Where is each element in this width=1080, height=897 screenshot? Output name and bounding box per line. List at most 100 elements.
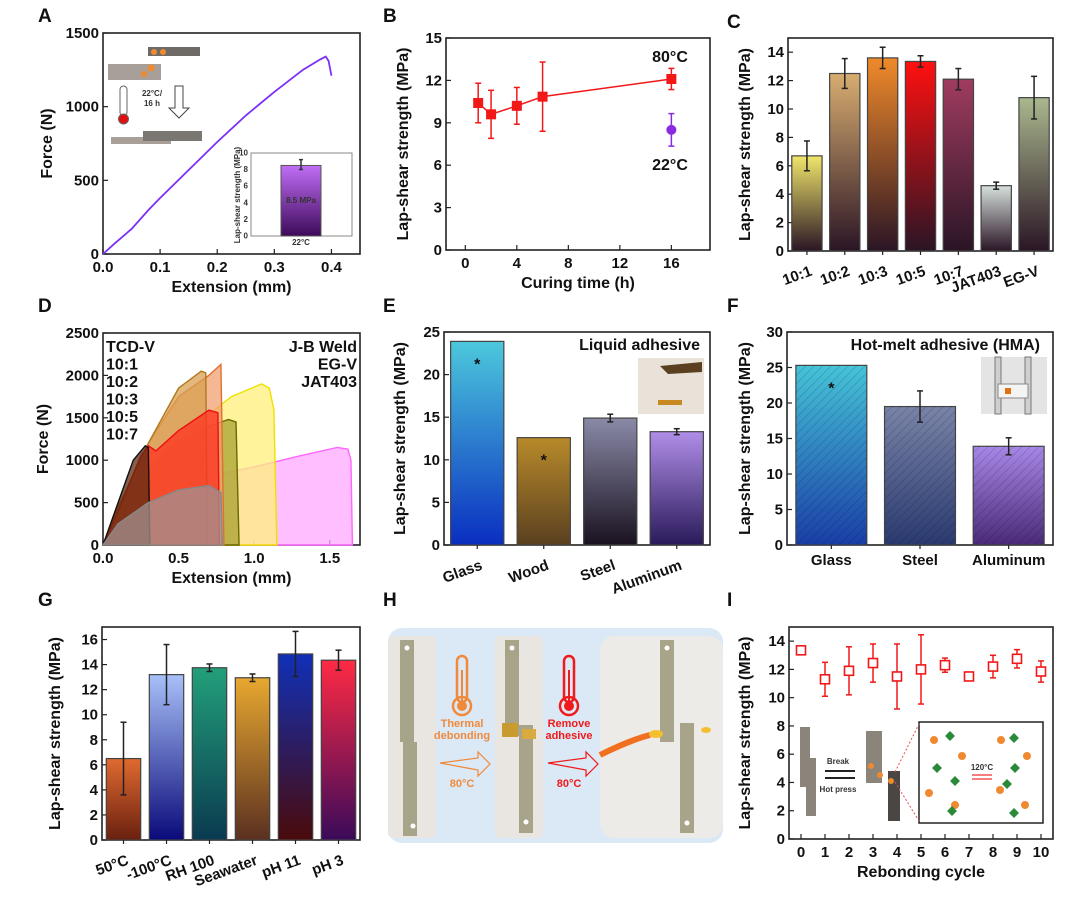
y-tick-label: 2500 xyxy=(66,325,99,342)
legend-entry: 10:7 xyxy=(106,427,138,444)
x-tick-label: 0 xyxy=(461,255,469,272)
y-tick-label: 0 xyxy=(775,537,783,554)
x-tick-label: pH 11 xyxy=(259,852,302,882)
y-tick-label: 25 xyxy=(766,360,783,377)
bar xyxy=(583,417,638,546)
y-tick-label: 6 xyxy=(777,746,785,763)
y-axis-label: Force (N) xyxy=(39,108,56,178)
x-tick-label: 12 xyxy=(612,255,629,272)
y-tick-label: 5 xyxy=(775,502,783,519)
molecule-node xyxy=(925,789,933,797)
annotation-hma: Hot-melt adhesive (HMA) xyxy=(851,337,1040,354)
y-tick-label: 12 xyxy=(767,73,784,90)
data-point xyxy=(891,671,903,682)
x-tick-label: 0.3 xyxy=(264,259,285,276)
x-tick-label: Aluminum xyxy=(609,557,684,598)
adhesive-piece xyxy=(649,730,663,738)
data-point xyxy=(819,673,831,685)
data-point xyxy=(867,657,879,669)
y-tick-label: 8 xyxy=(777,718,785,735)
thermometer-icon xyxy=(451,654,473,717)
y-tick-label: 14 xyxy=(768,633,785,650)
y-axis-label: Lap-shear strength (MPa) xyxy=(392,342,409,535)
molecule-node xyxy=(951,801,959,809)
adhesive-residue xyxy=(522,729,536,739)
strip-hole xyxy=(410,823,416,829)
adhesive-dot xyxy=(877,772,883,778)
y-tick-label: 25 xyxy=(423,324,440,341)
y-tick-label: 1000 xyxy=(66,452,99,469)
inset-y-tick-label: 6 xyxy=(244,182,249,191)
x-tick-label: 4 xyxy=(893,844,902,861)
x-tick-label: 0.0 xyxy=(93,259,114,276)
data-point xyxy=(486,109,497,120)
y-tick-label: 20 xyxy=(766,395,783,412)
y-tick-label: 10 xyxy=(766,466,783,483)
y-tick-label: 8 xyxy=(776,129,784,146)
y-axis-label: Lap-shear strength (MPa) xyxy=(737,342,754,535)
adhesive-dot xyxy=(160,49,166,55)
legend-entry: JAT403 xyxy=(301,374,357,391)
y-tick-label: 16 xyxy=(81,632,98,649)
x-tick-label: 50°C xyxy=(94,852,131,879)
y-tick-label: 2 xyxy=(90,807,98,824)
y-tick-label: 12 xyxy=(425,72,442,89)
y-tick-label: 2000 xyxy=(66,367,99,384)
x-tick-label: Wood xyxy=(506,557,551,587)
bar xyxy=(904,60,937,252)
data-point xyxy=(1011,653,1023,665)
x-tick-label: 3 xyxy=(869,844,877,861)
y-tick-label: 1500 xyxy=(66,25,99,42)
thermometer-bulb xyxy=(118,113,129,125)
break-label: Break xyxy=(827,757,850,766)
x-axis-label: Rebonding cycle xyxy=(857,864,985,881)
substrate xyxy=(866,731,882,783)
y-axis-label: Force (N) xyxy=(35,404,52,474)
double-arrow-icon xyxy=(972,774,992,780)
significance-asterisk: * xyxy=(541,453,548,470)
metal-strip xyxy=(680,723,694,833)
y-tick-label: 6 xyxy=(90,757,98,774)
panel-label-c: C xyxy=(727,12,741,33)
y-tick-label: 4 xyxy=(776,186,785,203)
legend-entry: EG-V xyxy=(318,357,357,374)
x-tick-label: 10:3 xyxy=(856,263,890,289)
bar xyxy=(516,437,571,546)
bar xyxy=(277,653,314,841)
molecule-node xyxy=(958,752,966,760)
significance-asterisk: * xyxy=(828,380,835,397)
metal-strip xyxy=(660,640,674,742)
metal-strip xyxy=(403,742,417,836)
y-tick-label: 500 xyxy=(74,495,99,512)
y-tick-label: 10 xyxy=(768,690,785,707)
adhesive-dot xyxy=(147,64,155,72)
data-point xyxy=(1035,666,1047,677)
y-tick-label: 0 xyxy=(91,246,99,263)
step2-label-line2: adhesive xyxy=(545,730,592,742)
hot-press-label: Hot press xyxy=(820,785,857,794)
y-tick-label: 0 xyxy=(434,242,442,259)
strip-hole xyxy=(523,819,529,825)
data-point xyxy=(843,665,855,677)
inset-y-label: Lap-shear strength (MPa) xyxy=(233,146,242,243)
y-tick-label: 6 xyxy=(776,158,784,175)
data-point xyxy=(666,73,677,84)
panel-label-f: F xyxy=(727,296,739,317)
arrow-right-icon xyxy=(547,750,599,778)
panel-label-h: H xyxy=(383,590,397,611)
y-tick-label: 4 xyxy=(90,782,99,799)
tweezers xyxy=(598,732,651,758)
adhesive-dot xyxy=(151,49,157,55)
y-tick-label: 0 xyxy=(432,537,440,554)
data-point xyxy=(666,124,677,135)
legend-entry: TCD-V xyxy=(106,339,155,356)
step2-label-line1: Remove xyxy=(548,718,591,730)
plot-frame xyxy=(101,626,361,841)
data-point xyxy=(963,671,975,682)
condition-label: 16 h xyxy=(144,99,160,108)
y-tick-label: 30 xyxy=(766,324,783,341)
molecule-node xyxy=(1009,808,1019,818)
y-tick-label: 12 xyxy=(768,661,785,678)
